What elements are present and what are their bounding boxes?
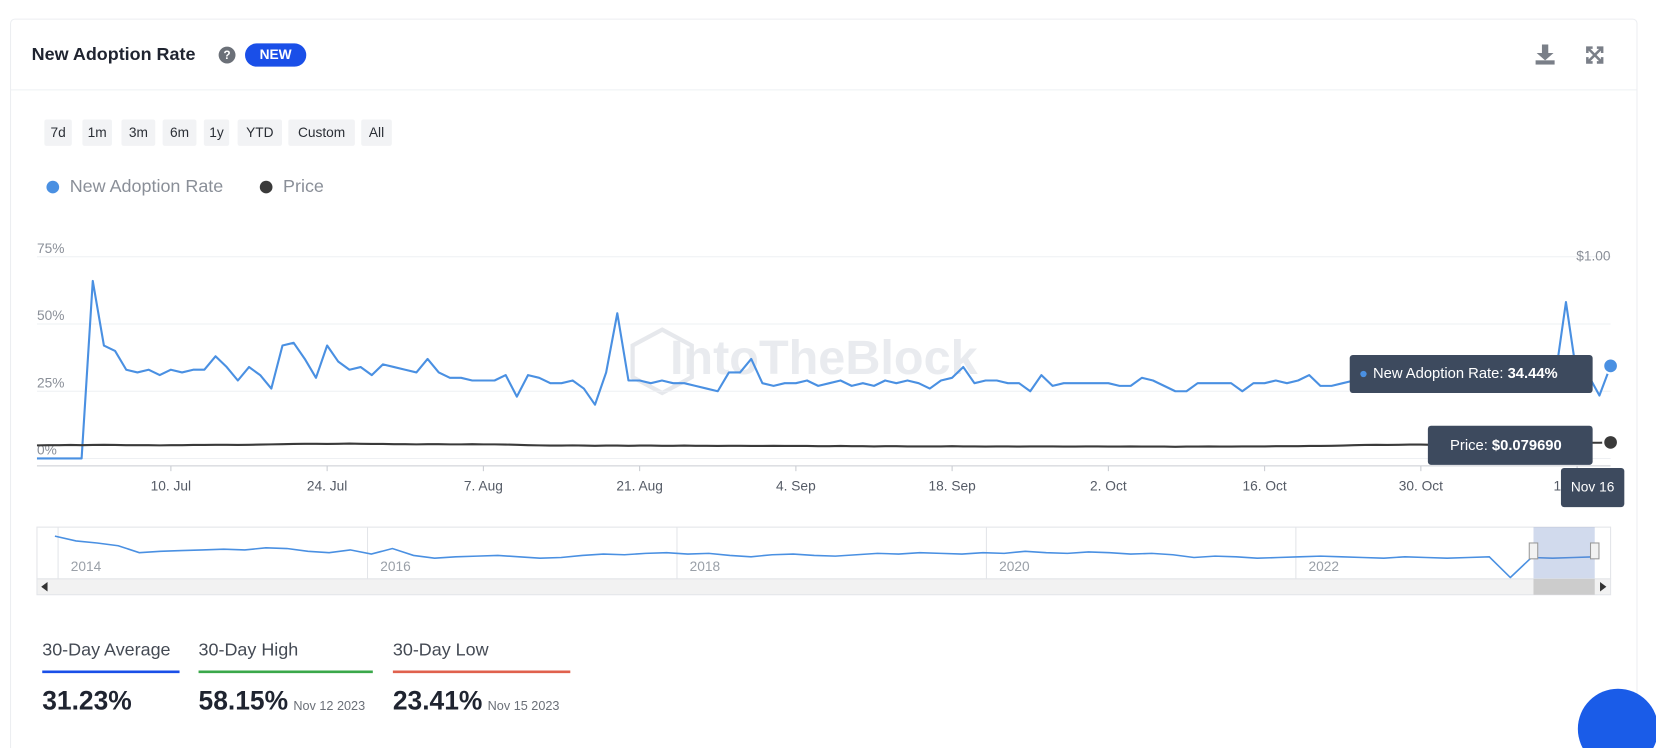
- x-tick-label: 30. Oct: [1399, 479, 1443, 494]
- y-tick-label: 50%: [37, 308, 64, 323]
- range-button[interactable]: 1y: [203, 119, 230, 146]
- stat-label: 30-Day Average: [42, 639, 170, 659]
- button-label: YTD: [246, 125, 274, 140]
- range-button[interactable]: Custom: [288, 119, 355, 146]
- button-label: 6m: [170, 125, 189, 140]
- legend-dot: [259, 180, 273, 194]
- scroll-right[interactable]: [1600, 582, 1607, 592]
- navigator-handle[interactable]: [1589, 542, 1600, 560]
- tooltip-value: $0.079690: [1492, 438, 1562, 454]
- tooltip-label: Price:: [1450, 438, 1488, 454]
- range-button[interactable]: All: [361, 119, 392, 146]
- stat-value: 58.15%: [199, 685, 289, 715]
- expand-icon[interactable]: [1586, 46, 1604, 64]
- button-bg: [162, 119, 197, 146]
- button-bg: [121, 119, 156, 146]
- x-tick-label: 21. Aug: [616, 479, 663, 494]
- button-bg: [44, 119, 72, 146]
- button-label: 7d: [50, 125, 65, 140]
- button-label: Custom: [298, 125, 345, 140]
- download-icon[interactable]: [1535, 44, 1555, 65]
- x-tick-label: 18. Sep: [928, 479, 976, 494]
- x-tick-label: 24. Jul: [307, 479, 347, 494]
- x-tick-label: 16. Oct: [1242, 479, 1286, 494]
- tooltip-price: Price: $0.079690: [1427, 425, 1593, 465]
- stat-label: 30-Day High: [199, 639, 299, 659]
- y-tick-label: 25%: [37, 375, 64, 390]
- navigator-label: 2018: [690, 559, 721, 574]
- navigator-label: 2016: [380, 559, 411, 574]
- range-button[interactable]: 7d: [44, 119, 72, 146]
- watermark: IntoTheBlock: [670, 331, 979, 385]
- navigator-label: 2014: [71, 559, 102, 574]
- scrollbar-thumb[interactable]: [1533, 578, 1595, 595]
- badge: [245, 43, 307, 67]
- button-label: All: [369, 125, 384, 140]
- y-tick-label: 0%: [37, 443, 57, 458]
- series-line: [36, 279, 1612, 460]
- tooltip-value: 34.44%: [1508, 366, 1558, 382]
- svg-text:New Adoption Rate: 34.44%: New Adoption Rate: 34.44%: [1373, 366, 1558, 382]
- button-bg: [288, 119, 355, 146]
- scroll-left[interactable]: [41, 582, 48, 592]
- navigator-label: 2020: [999, 559, 1030, 574]
- badge-text: NEW: [260, 47, 292, 62]
- legend-label: Price: [283, 176, 324, 196]
- svg-text:?: ?: [224, 49, 231, 62]
- button-label: 1m: [88, 125, 107, 140]
- stat-value: 23.41%: [393, 685, 483, 715]
- range-button[interactable]: 3m: [121, 119, 156, 146]
- hover-marker: [1602, 433, 1620, 451]
- legend-dot: [46, 180, 60, 194]
- stat-date: Nov 15 2023: [488, 699, 560, 713]
- button-label: 3m: [129, 125, 148, 140]
- legend-item[interactable]: Price: [259, 176, 324, 196]
- button-bg: [361, 119, 392, 146]
- x-tick-label: 10. Jul: [151, 479, 191, 494]
- tooltip-label: New Adoption Rate:: [1373, 366, 1504, 382]
- title: New Adoption Rate: [32, 44, 196, 64]
- y2-tick-label: $1.00: [1576, 248, 1611, 263]
- legend-label: New Adoption Rate: [70, 176, 224, 196]
- tooltip-date: Nov 16: [1571, 480, 1615, 495]
- navigator-label: 2022: [1309, 559, 1340, 574]
- tooltip-rate: New Adoption Rate: 34.44%: [1349, 354, 1593, 394]
- x-tick-label: 7. Aug: [464, 479, 503, 494]
- navigator-bg: [36, 526, 1612, 580]
- stat-label: 30-Day Low: [393, 639, 489, 659]
- hover-marker: [1602, 357, 1620, 375]
- x-tick-label: 2. Oct: [1090, 479, 1127, 494]
- button-bg: [203, 119, 230, 146]
- svg-text:Price: $0.079690: Price: $0.079690: [1450, 438, 1562, 454]
- chat-button[interactable]: [1577, 688, 1656, 748]
- legend-item[interactable]: New Adoption Rate: [46, 176, 223, 196]
- series-line: [36, 441, 1611, 448]
- button-bg: [82, 119, 112, 146]
- navigator-selection[interactable]: [1533, 527, 1595, 579]
- button-bg: [237, 119, 282, 146]
- x-tick-label: 4. Sep: [776, 479, 816, 494]
- range-button[interactable]: 6m: [162, 119, 197, 146]
- tooltip-date-box: [1560, 467, 1625, 508]
- button-label: 1y: [209, 125, 224, 140]
- y-tick-label: 75%: [37, 241, 64, 256]
- navigator-handle[interactable]: [1528, 542, 1539, 560]
- scrollbar-track: [36, 578, 1612, 596]
- navigator-line: [54, 535, 1595, 579]
- stat-date: Nov 12 2023: [293, 699, 365, 713]
- help-icon[interactable]: ?: [218, 46, 236, 64]
- watermark-logo: [630, 327, 694, 396]
- stat-value: 31.23%: [42, 685, 132, 715]
- range-button[interactable]: 1m: [82, 119, 112, 146]
- range-button[interactable]: YTD: [237, 119, 282, 146]
